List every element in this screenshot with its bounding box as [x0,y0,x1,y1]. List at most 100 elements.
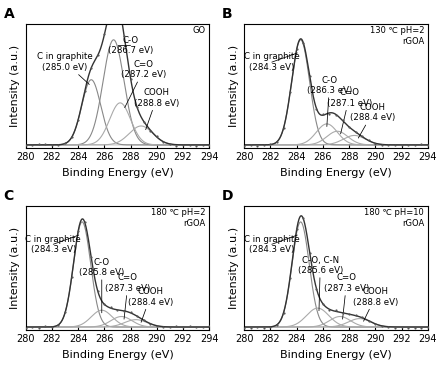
Text: C=O
(287.1 eV): C=O (287.1 eV) [326,88,372,134]
Point [293,46,300,52]
Text: C=O
(287.3 eV): C=O (287.3 eV) [105,273,151,319]
Point [372,141,379,147]
X-axis label: Binding Energy (eV): Binding Energy (eV) [62,168,173,178]
Point [140,317,147,323]
Point [55,142,62,148]
Text: C in graphite
(285.0 eV): C in graphite (285.0 eV) [37,52,93,84]
Point [199,324,206,330]
Point [352,312,359,318]
Text: C-O, C-N
(285.6 eV): C-O, C-N (285.6 eV) [297,255,343,311]
Text: 130 ℃ pH=2
rGOA: 130 ℃ pH=2 rGOA [370,26,424,46]
Point [29,142,36,148]
Point [378,323,385,329]
Text: 180 ℃ pH=10
rGOA: 180 ℃ pH=10 rGOA [365,208,424,228]
Point [411,142,418,148]
Text: C=O
(287.2 eV): C=O (287.2 eV) [121,60,166,108]
Text: C in graphite
(284.3 eV): C in graphite (284.3 eV) [25,235,81,254]
Point [418,325,425,331]
Point [48,142,56,148]
Y-axis label: Intensity (a.u.): Intensity (a.u.) [229,226,239,309]
Point [411,324,418,330]
Point [293,226,300,232]
Point [280,125,287,131]
Point [147,321,154,327]
Text: C-O
(285.8 eV): C-O (285.8 eV) [79,258,124,313]
Point [300,215,307,221]
Point [134,313,141,319]
Point [424,142,432,148]
Point [81,88,88,94]
Point [107,4,115,10]
Point [48,324,56,330]
Point [68,134,75,140]
Point [404,142,412,148]
Point [193,143,200,149]
Point [62,139,69,145]
Point [166,324,174,330]
Point [193,324,200,330]
Point [260,325,267,331]
Point [120,308,127,314]
Y-axis label: Intensity (a.u.): Intensity (a.u.) [10,44,20,127]
Point [392,324,399,330]
Point [179,142,186,148]
Point [326,307,333,313]
Point [280,310,287,316]
Point [286,275,293,281]
Point [404,325,412,331]
Point [424,324,432,330]
Point [29,324,36,330]
Point [254,324,261,330]
Point [166,141,174,147]
Point [365,137,373,143]
Point [206,142,213,148]
Point [42,324,49,330]
Point [359,314,366,320]
Point [22,142,29,148]
X-axis label: Binding Energy (eV): Binding Energy (eV) [280,168,392,178]
Point [418,141,425,147]
Point [173,143,180,149]
Text: COOH
(288.4 eV): COOH (288.4 eV) [350,103,395,138]
Point [68,274,75,280]
Point [140,119,147,125]
X-axis label: Binding Energy (eV): Binding Energy (eV) [62,350,173,360]
Point [120,33,127,39]
Point [378,142,385,148]
Point [179,324,186,330]
Point [160,139,167,145]
Point [313,286,320,292]
Point [22,325,29,331]
Point [160,324,167,330]
Text: COOH
(288.8 eV): COOH (288.8 eV) [353,287,398,321]
Point [333,112,340,118]
Point [319,111,326,117]
Point [134,104,141,110]
Point [101,301,108,307]
Text: GO: GO [193,26,206,35]
Text: C in graphite
(284.3 eV): C in graphite (284.3 eV) [244,52,300,72]
Point [114,0,121,6]
Point [114,307,121,313]
Point [147,128,154,134]
Point [199,142,206,148]
Point [267,141,274,147]
Point [186,324,193,330]
Y-axis label: Intensity (a.u.): Intensity (a.u.) [10,226,20,309]
Point [274,322,281,328]
Point [186,142,193,148]
Point [339,310,346,316]
Point [241,325,248,331]
Point [359,133,366,139]
Point [300,40,307,46]
Point [101,32,108,37]
Point [398,142,405,148]
Point [94,288,101,294]
Point [398,324,405,330]
Point [345,311,353,317]
Point [55,322,62,328]
Point [206,323,213,329]
Text: C in graphite
(284.3 eV): C in graphite (284.3 eV) [244,235,300,254]
Point [241,143,248,149]
Point [81,219,88,225]
